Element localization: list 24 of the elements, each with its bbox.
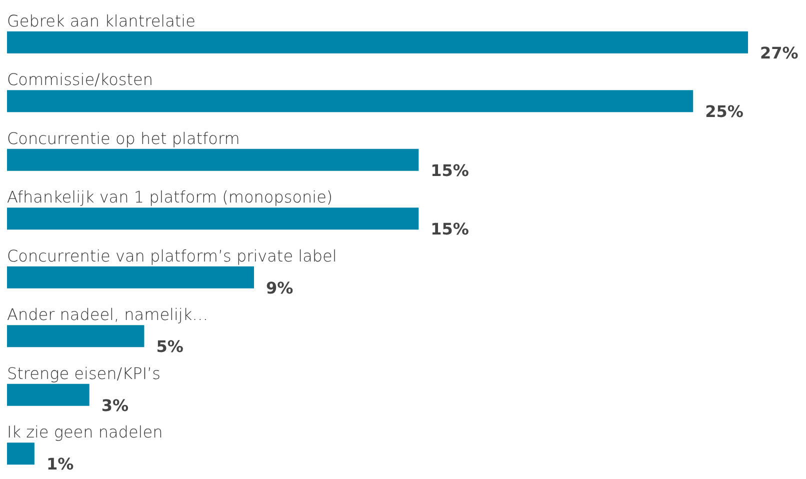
data-label: 1% [46,454,74,474]
data-label: 5% [156,337,184,356]
y-tick-label: Afhankelijk van 1 platform (monopsonie) [7,188,333,207]
data-label: 9% [266,278,294,298]
bar [7,208,419,230]
bar [7,325,144,348]
y-tick-label: Ander nadeel, namelijk… [7,305,208,324]
data-label: 15% [430,220,469,239]
data-label: 27% [760,43,798,62]
y-tick-label: Strenge eisen/KPI’s [7,364,160,383]
y-tick-label: Ik zie geen nadelen [7,422,163,442]
data-label: 25% [705,102,744,122]
bar [7,90,694,112]
bar [7,31,748,54]
y-tick-label: Concurrentie van platform’s private label [7,246,337,266]
y-tick-label: Concurrentie op het platform [7,128,240,148]
bar [7,384,90,406]
y-tick-label: Gebrek aan klantrelatie [7,11,196,30]
data-label: 15% [430,160,469,180]
bar [7,148,419,171]
data-label: 3% [101,396,129,415]
bar [7,266,254,288]
y-tick-label: Commissie/kosten [7,70,154,90]
bar [7,442,34,465]
